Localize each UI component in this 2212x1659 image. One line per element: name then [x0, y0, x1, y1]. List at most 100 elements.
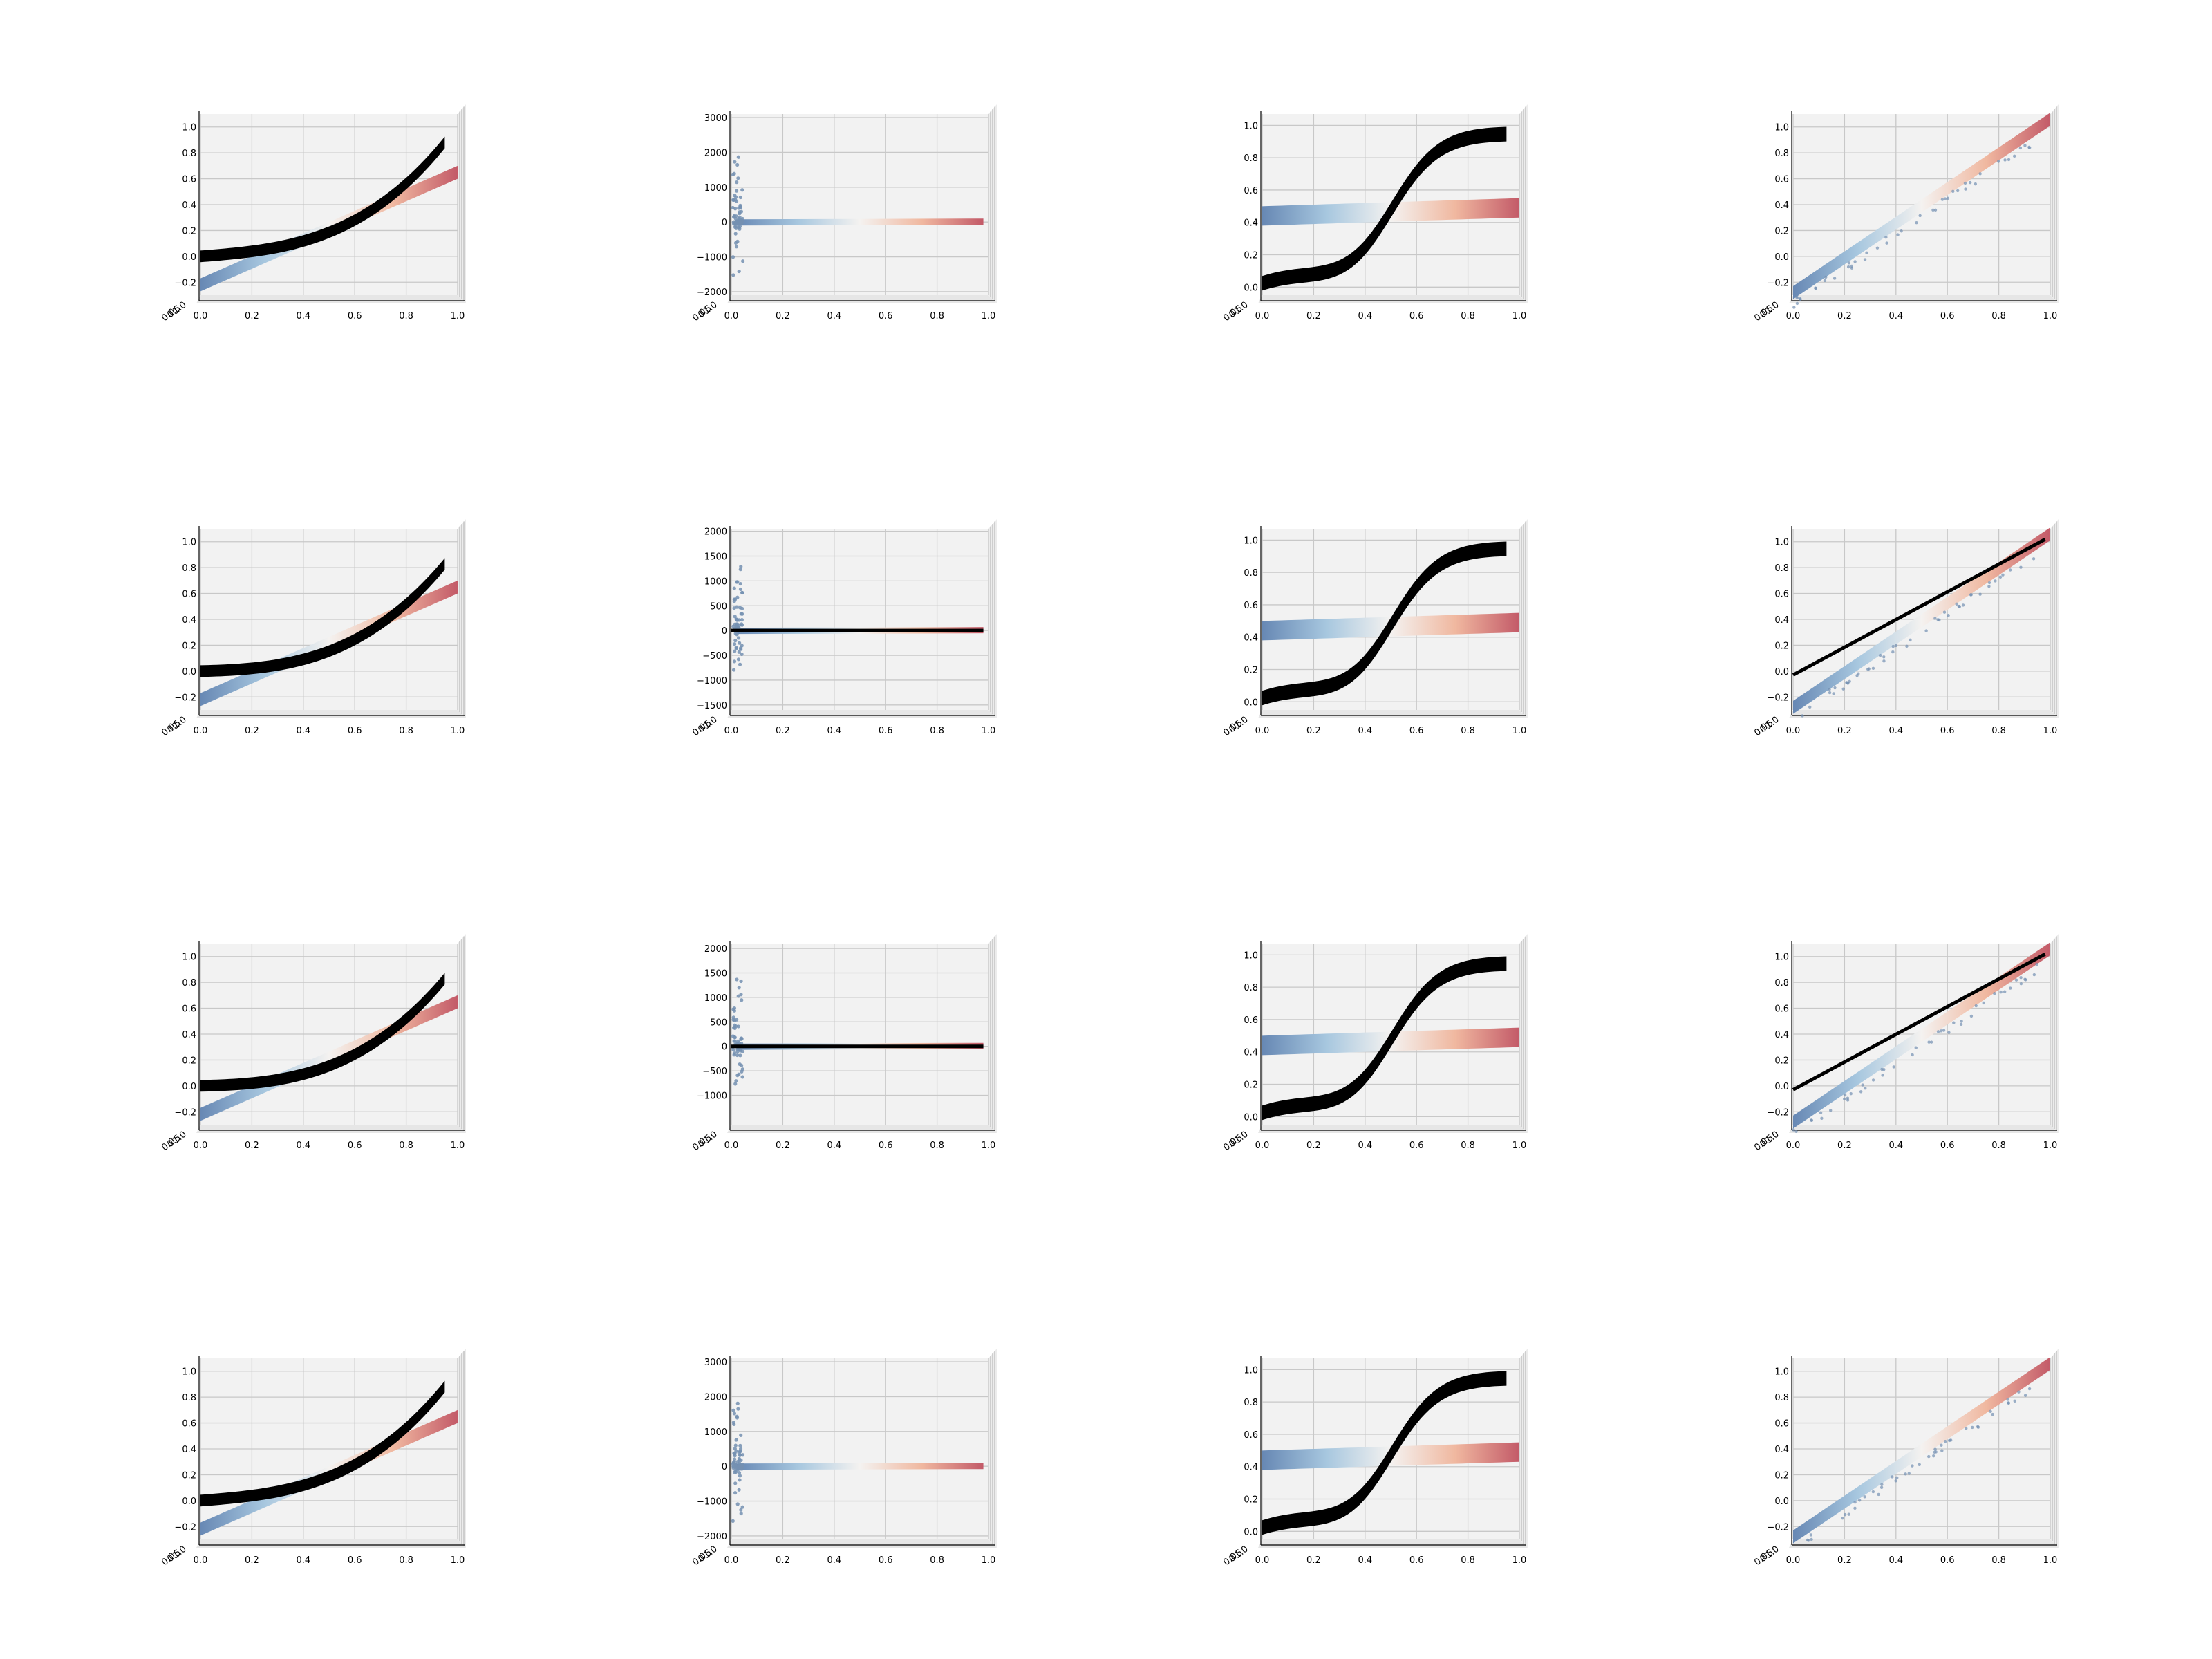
x-tick-label: 1.0	[2043, 726, 2058, 736]
scatter-point	[739, 647, 743, 651]
y-tick-label: 0.6	[1244, 1015, 1258, 1026]
x-tick-label: 0.0	[1786, 311, 1801, 321]
floor-pane	[1789, 710, 2059, 718]
scatter-point	[1946, 196, 1950, 200]
subplot-r1c3: 0.0 0.2 0.4 0.6 0.8 1.00.00.20.40.60.81.00.00…	[1221, 104, 1528, 324]
scatter-point	[731, 668, 736, 672]
scatter-point	[2013, 1399, 2016, 1403]
scatter-point	[1809, 1533, 1813, 1537]
y-tick-label: 0.2	[1774, 641, 1789, 651]
y-tick-label: −0.2	[174, 693, 196, 703]
x-tick-label: 1.0	[1512, 1555, 1527, 1566]
scatter-point	[1952, 1021, 1956, 1024]
scatter-point	[2032, 557, 2036, 561]
y-tick-label: 0.0	[182, 667, 196, 677]
scatter-point	[731, 273, 735, 277]
scatter-point	[738, 1478, 742, 1482]
scatter-point	[737, 618, 741, 622]
scatter-point	[733, 649, 737, 653]
scatter-point	[1882, 1067, 1886, 1071]
scatter-point	[2018, 146, 2023, 150]
subplot-r3c4: 0.0 0.2 0.4 0.6 0.8 1.0 −0.2 0.0 0.2 0.4 0.6 0.8 1.0…	[1752, 934, 2059, 1153]
surface-band	[736, 1463, 984, 1470]
y-tick-label: 0.2	[182, 226, 196, 236]
scatter-point	[1940, 198, 1944, 201]
scatter-point	[1880, 1483, 1884, 1486]
scatter-point	[739, 564, 743, 569]
surface-band	[736, 218, 984, 226]
y-tick-label: 0.2	[182, 641, 196, 651]
x-tick-label: 0.4	[1888, 1141, 1903, 1151]
y-tick-label: 0.4	[182, 1445, 196, 1455]
scatter-point	[1801, 714, 1804, 718]
scatter-point	[1891, 1475, 1894, 1479]
scatter-point	[1961, 603, 1965, 607]
scatter-point	[734, 195, 738, 199]
back-pane	[731, 944, 988, 1125]
scatter-point	[1884, 236, 1888, 239]
y-tick-label: 0.0	[1774, 1082, 1789, 1092]
scatter-point	[739, 612, 743, 616]
x-tick-label: 0.0	[194, 1555, 208, 1566]
x-tick-label: 0.2	[1306, 1555, 1321, 1566]
y-tick-label: 0.4	[182, 200, 196, 211]
scatter-point	[740, 216, 744, 221]
scatter-point	[1904, 1472, 1907, 1476]
scatter-point	[1846, 1096, 1850, 1100]
scatter-point	[735, 595, 740, 599]
y-tick-label: 0.4	[1244, 218, 1258, 229]
y-tick-label: 500	[710, 1018, 727, 1028]
scatter-point	[1998, 575, 2003, 579]
x-tick-label: 0.8	[930, 1555, 944, 1566]
y-tick-label: 1.0	[1774, 1367, 1789, 1378]
scatter-point	[1823, 279, 1827, 283]
scatter-point	[739, 1458, 743, 1462]
y-tick-label: 0.8	[182, 563, 196, 574]
fit-band	[1262, 1371, 1507, 1535]
scatter-point	[734, 220, 738, 225]
x-tick-label: 1.0	[451, 1141, 465, 1151]
scatter-point	[733, 622, 737, 627]
scatter-point	[1987, 585, 1991, 588]
scatter-point	[1943, 1439, 1947, 1443]
scatter-point	[2014, 978, 2018, 982]
scatter-point	[733, 639, 738, 643]
scatter-point	[737, 650, 741, 654]
scatter-point	[738, 587, 743, 592]
floor-pane	[1789, 1539, 2059, 1548]
scatter-point	[1959, 1022, 1963, 1027]
scatter-point	[1792, 306, 1796, 309]
scatter-point	[1808, 705, 1812, 709]
scatter-point	[1929, 1040, 1933, 1044]
x-tick-label: 0.8	[1991, 726, 2006, 736]
y-tick-label: 0.6	[1774, 175, 1789, 185]
scatter-point	[738, 1053, 742, 1058]
scatter-point	[740, 188, 744, 192]
x-tick-label: 0.0	[194, 1141, 208, 1151]
subplot-r2c4: 0.0 0.2 0.4 0.6 0.8 1.0 −0.2 0.0 0.2 0.4 0.6 0.8 1.0…	[1752, 519, 2059, 738]
scatter-point	[733, 1082, 738, 1086]
y-tick-label: 1000	[704, 577, 727, 587]
scatter-point	[733, 232, 738, 236]
y-tick-label: 1000	[704, 183, 727, 194]
x-tick-label: 0.4	[1358, 1141, 1372, 1151]
scatter-point	[740, 652, 744, 657]
scatter-point	[2019, 565, 2023, 569]
scatter-point	[1940, 1449, 1944, 1452]
scatter-point	[1969, 593, 1973, 597]
scatter-point	[1907, 1472, 1911, 1475]
scatter-point	[1900, 229, 1903, 233]
y-tick-label: 2000	[704, 527, 727, 538]
floor-pane	[196, 1125, 466, 1133]
y-tick-label: −0.2	[174, 278, 196, 288]
x-tick-label: 0.8	[1461, 1141, 1475, 1151]
scatter-point	[735, 1416, 740, 1420]
subplot-r3c3: 0.0 0.2 0.4 0.6 0.8 1.00.00.20.40.60.81.00.00…	[1221, 934, 1528, 1153]
scatter-point	[740, 618, 744, 622]
x-tick-label: 0.2	[776, 311, 790, 321]
scatter-point	[731, 1408, 735, 1412]
scatter-point	[738, 205, 742, 210]
y-tick-label: 0.0	[1774, 667, 1789, 677]
x-tick-label: 0.6	[1409, 1555, 1424, 1566]
scatter-point	[734, 1079, 738, 1083]
